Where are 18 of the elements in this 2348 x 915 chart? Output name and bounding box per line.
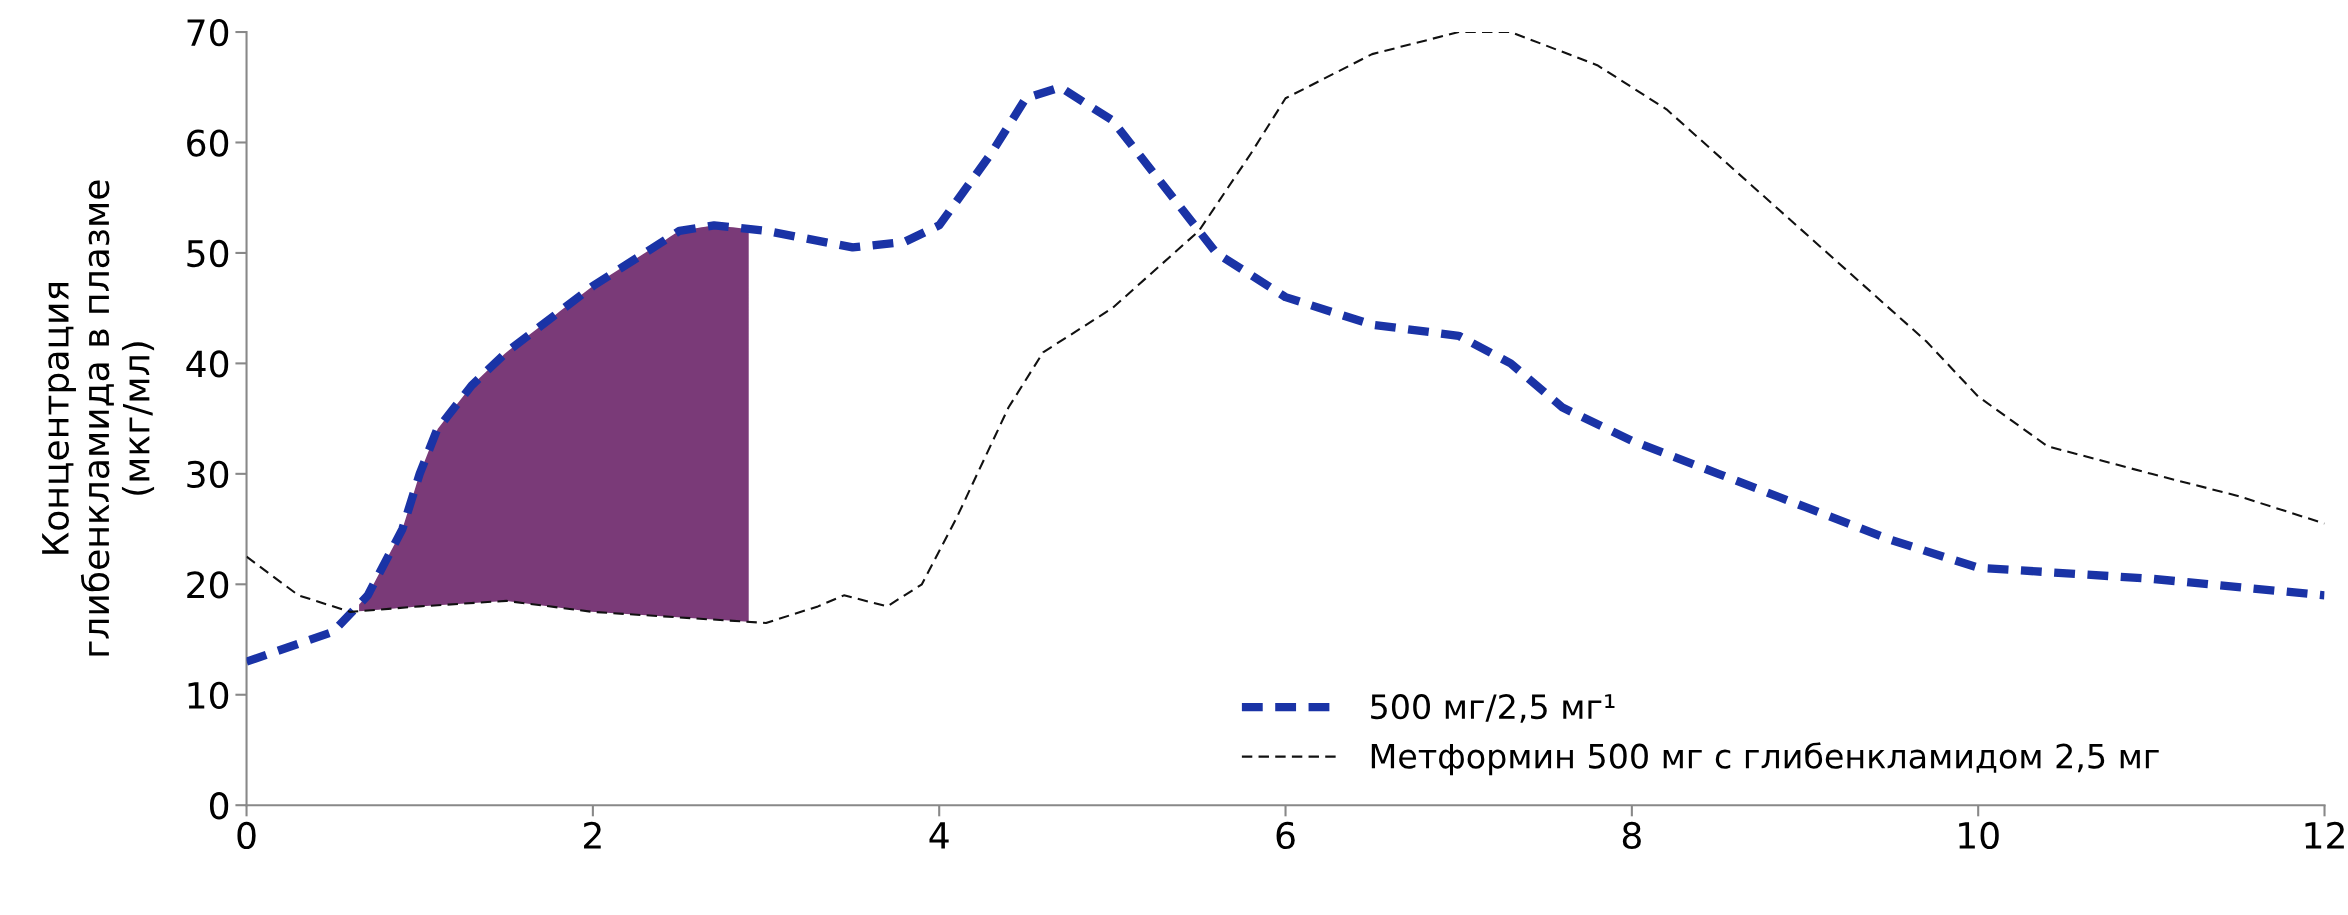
y-tick-label: 0 <box>209 792 229 820</box>
y-axis-title: Концентрация глибенкламида в плазме (мкг/мл) <box>42 180 155 656</box>
x-tick-label: 0 <box>237 821 256 850</box>
legend-label: 500 мг/2,5 мг¹ <box>1371 694 1615 723</box>
x-tick-label: 6 <box>1276 821 1295 850</box>
y-tick-label: 50 <box>187 239 229 268</box>
y-tick-label: 60 <box>187 129 229 157</box>
y-tick-label: 40 <box>186 350 229 378</box>
y-tick-label: 10 <box>188 681 229 709</box>
y-tick-label: 30 <box>187 460 229 489</box>
x-tick-label: 8 <box>1622 821 1641 850</box>
x-tick-label: 2 <box>584 821 601 849</box>
y-tick-label: 70 <box>187 18 229 47</box>
y-tick-label: 20 <box>187 571 229 599</box>
x-tick-label: 10 <box>1959 821 1999 850</box>
x-tick-label: 4 <box>929 822 949 849</box>
legend-label: Метформин 500 мг с глибенкламидом 2,5 мг <box>1371 742 2159 776</box>
x-tick-label: 12 <box>2305 821 2344 849</box>
